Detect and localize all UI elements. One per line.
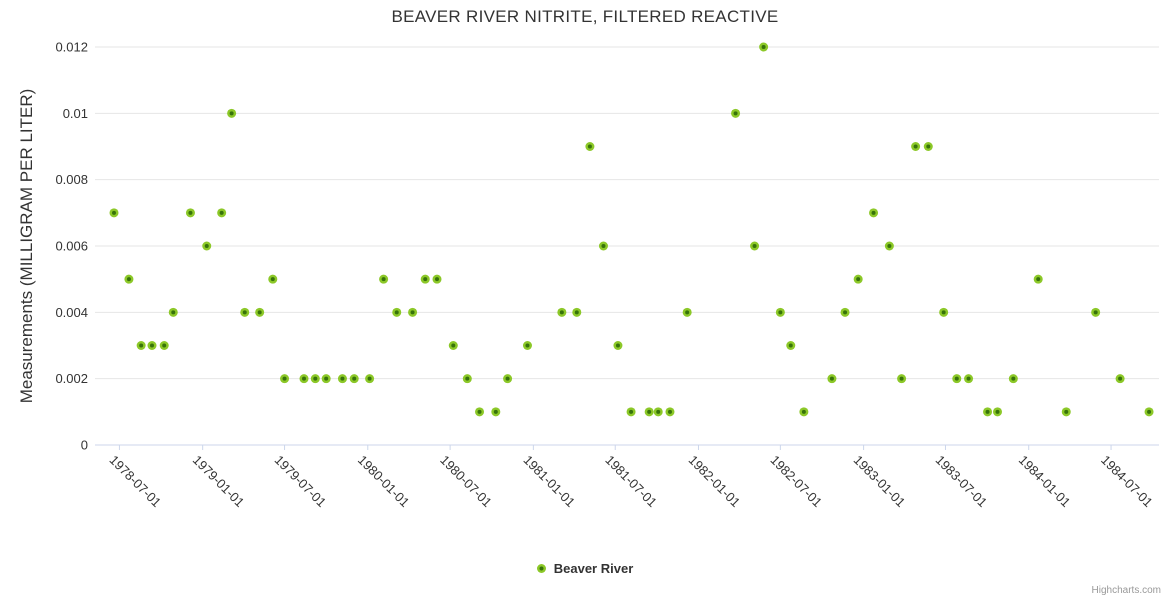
data-point[interactable] bbox=[240, 307, 250, 317]
data-point[interactable] bbox=[202, 241, 212, 251]
data-point[interactable] bbox=[884, 241, 894, 251]
data-point[interactable] bbox=[750, 241, 760, 251]
data-point[interactable] bbox=[432, 274, 442, 284]
data-point[interactable] bbox=[185, 208, 195, 218]
data-point[interactable] bbox=[682, 307, 692, 317]
data-point[interactable] bbox=[124, 274, 134, 284]
x-axis-tick-label: 1983-01-01 bbox=[851, 452, 909, 510]
data-point[interactable] bbox=[227, 108, 237, 118]
data-point[interactable] bbox=[136, 341, 146, 350]
data-point[interactable] bbox=[337, 374, 347, 384]
data-point[interactable] bbox=[613, 341, 623, 350]
data-point[interactable] bbox=[799, 407, 809, 417]
y-axis-tick-label: 0.012 bbox=[55, 40, 88, 55]
legend: Beaver River bbox=[0, 561, 1170, 576]
y-axis-tick-label: 0.006 bbox=[55, 239, 88, 254]
data-point[interactable] bbox=[775, 307, 785, 317]
x-axis-tick-label: 1981-01-01 bbox=[520, 452, 578, 510]
x-axis-tick-label: 1983-07-01 bbox=[933, 452, 991, 510]
data-point[interactable] bbox=[840, 307, 850, 317]
credits-link[interactable]: Highcharts.com bbox=[1091, 585, 1161, 596]
data-point[interactable] bbox=[939, 307, 949, 317]
x-axis-tick-label: 1980-07-01 bbox=[437, 452, 495, 510]
data-point[interactable] bbox=[1061, 407, 1071, 417]
data-point[interactable] bbox=[1008, 374, 1018, 384]
data-point[interactable] bbox=[522, 341, 532, 350]
y-axis-tick-label: 0.004 bbox=[55, 305, 88, 320]
x-axis-tick-label: 1982-01-01 bbox=[686, 452, 744, 510]
data-point[interactable] bbox=[653, 407, 663, 417]
data-point[interactable] bbox=[255, 307, 265, 317]
data-point[interactable] bbox=[217, 208, 227, 218]
data-point[interactable] bbox=[786, 341, 796, 350]
data-point[interactable] bbox=[731, 108, 741, 118]
data-point[interactable] bbox=[268, 274, 278, 284]
data-point[interactable] bbox=[598, 241, 608, 251]
data-point[interactable] bbox=[420, 274, 430, 284]
data-point[interactable] bbox=[475, 407, 485, 417]
data-point[interactable] bbox=[408, 307, 418, 317]
x-axis-tick-label: 1982-07-01 bbox=[767, 452, 825, 510]
data-point[interactable] bbox=[1115, 374, 1125, 384]
x-axis-tick-label: 1984-07-01 bbox=[1098, 452, 1156, 510]
data-point[interactable] bbox=[1091, 307, 1101, 317]
legend-marker-icon bbox=[536, 564, 546, 573]
data-point[interactable] bbox=[869, 208, 879, 218]
x-axis-tick-label: 1984-01-01 bbox=[1016, 452, 1074, 510]
data-point[interactable] bbox=[310, 374, 320, 384]
data-point[interactable] bbox=[993, 407, 1002, 417]
data-point[interactable] bbox=[159, 341, 169, 350]
data-point[interactable] bbox=[491, 407, 501, 417]
x-axis-tick-label: 1978-07-01 bbox=[107, 452, 165, 510]
data-point[interactable] bbox=[109, 208, 119, 218]
data-point[interactable] bbox=[572, 307, 582, 317]
data-point[interactable] bbox=[585, 142, 595, 151]
data-point[interactable] bbox=[299, 374, 309, 384]
data-point[interactable] bbox=[321, 374, 331, 384]
data-point[interactable] bbox=[503, 374, 513, 384]
data-point[interactable] bbox=[644, 407, 654, 417]
legend-item-beaver-river[interactable]: Beaver River bbox=[536, 561, 634, 576]
x-axis-tick-label: 1979-07-01 bbox=[272, 452, 330, 510]
y-axis-tick-label: 0.01 bbox=[63, 106, 88, 121]
data-point[interactable] bbox=[952, 374, 962, 384]
x-axis-tick-label: 1980-01-01 bbox=[355, 452, 413, 510]
data-point[interactable] bbox=[168, 307, 178, 317]
data-point[interactable] bbox=[665, 407, 675, 417]
data-point[interactable] bbox=[147, 341, 157, 350]
data-point[interactable] bbox=[280, 374, 290, 384]
data-point[interactable] bbox=[964, 374, 974, 384]
data-point[interactable] bbox=[349, 374, 359, 384]
data-point[interactable] bbox=[462, 374, 472, 384]
data-point[interactable] bbox=[983, 407, 993, 417]
data-point[interactable] bbox=[1144, 407, 1154, 417]
data-point[interactable] bbox=[827, 374, 837, 384]
data-point[interactable] bbox=[379, 274, 389, 284]
y-axis-tick-label: 0 bbox=[81, 438, 88, 453]
data-point[interactable] bbox=[392, 307, 402, 317]
x-axis-tick-label: 1979-01-01 bbox=[190, 452, 248, 510]
data-point[interactable] bbox=[923, 142, 933, 151]
data-point[interactable] bbox=[897, 374, 907, 384]
data-point[interactable] bbox=[365, 374, 375, 384]
y-axis-tick-label: 0.002 bbox=[55, 371, 88, 386]
chart-title: BEAVER RIVER NITRITE, FILTERED REACTIVE bbox=[391, 7, 779, 26]
y-axis-tick-label: 0.008 bbox=[55, 172, 88, 187]
data-point[interactable] bbox=[911, 142, 921, 151]
legend-label: Beaver River bbox=[553, 561, 634, 576]
data-point[interactable] bbox=[1033, 274, 1043, 284]
data-point[interactable] bbox=[448, 341, 458, 350]
data-point[interactable] bbox=[626, 407, 636, 417]
data-point[interactable] bbox=[853, 274, 863, 284]
data-point[interactable] bbox=[759, 42, 769, 52]
data-point[interactable] bbox=[557, 307, 567, 317]
x-axis-tick-label: 1981-07-01 bbox=[602, 452, 660, 510]
